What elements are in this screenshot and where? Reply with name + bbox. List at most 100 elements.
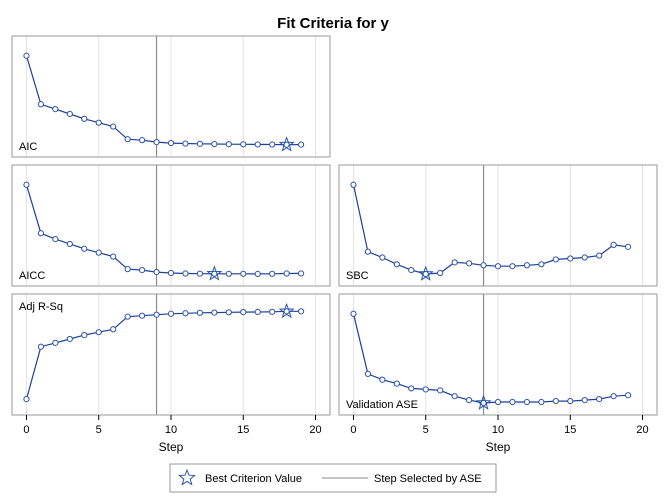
data-point-aic-2 <box>52 106 59 113</box>
data-point-aic-15 <box>240 141 247 148</box>
data-point-adj-r-sq-10 <box>167 310 175 317</box>
data-point-adj-r-sq-5 <box>95 329 102 336</box>
x-axis-label-left: Step <box>159 440 184 454</box>
panel-label-adj-r-sq: Adj R-Sq <box>19 301 63 313</box>
data-point-sbc-11 <box>509 263 516 270</box>
data-point-sbc-8 <box>465 260 473 267</box>
data-point-aicc-18 <box>283 270 290 277</box>
data-point-sbc-15 <box>567 255 574 262</box>
panel-label-aic: AIC <box>19 141 37 153</box>
panel-validation-ase: Validation ASE <box>338 293 658 416</box>
data-point-aic-8 <box>138 137 146 144</box>
data-point-adj-r-sq-19 <box>297 308 305 315</box>
data-point-aic-3 <box>66 110 73 118</box>
legend: Best Criterion Value Step Selected by AS… <box>169 463 497 493</box>
data-point-aic-0 <box>23 52 30 59</box>
data-point-aicc-0 <box>23 181 30 188</box>
data-point-validation-ase-2 <box>379 376 386 383</box>
data-point-validation-ase-12 <box>523 398 531 406</box>
data-point-aicc-17 <box>269 270 276 277</box>
data-point-sbc-9 <box>480 262 487 269</box>
series-line-aicc <box>25 184 302 275</box>
data-point-validation-ase-8 <box>465 396 473 404</box>
panel-label-aicc: AICC <box>19 270 45 282</box>
data-point-validation-ase-3 <box>393 380 400 387</box>
data-point-aic-18 <box>283 141 290 148</box>
data-point-sbc-18 <box>610 241 617 248</box>
data-point-validation-ase-15 <box>567 397 574 405</box>
data-point-validation-ase-17 <box>596 396 603 403</box>
x-axis-label-right: Step <box>486 440 511 454</box>
data-point-adj-r-sq-3 <box>66 335 73 343</box>
panel-frame-aicc <box>11 164 331 287</box>
panel-frame-sbc <box>338 164 658 287</box>
data-point-sbc-16 <box>581 254 588 261</box>
x-tick-label-right-15: 15 <box>564 424 576 436</box>
data-point-aicc-13 <box>211 270 218 277</box>
best-star-sbc <box>417 265 434 281</box>
data-point-sbc-4 <box>408 267 415 274</box>
data-point-aicc-1 <box>37 230 45 237</box>
data-point-aic-6 <box>110 123 117 130</box>
data-point-aicc-10 <box>167 269 175 277</box>
data-point-sbc-17 <box>596 252 603 259</box>
data-point-aicc-11 <box>182 270 189 277</box>
data-point-aicc-7 <box>124 266 131 273</box>
data-point-sbc-3 <box>393 261 400 268</box>
series-line-validation-ase <box>352 313 629 404</box>
legend-best-star-icon <box>178 468 196 486</box>
data-point-sbc-5 <box>422 270 429 278</box>
data-point-adj-r-sq-4 <box>81 332 88 339</box>
data-point-validation-ase-1 <box>364 370 372 377</box>
data-point-adj-r-sq-7 <box>124 313 131 320</box>
data-point-adj-r-sq-0 <box>23 396 30 403</box>
data-point-aicc-6 <box>110 253 117 260</box>
panel-label-sbc: SBC <box>346 270 369 282</box>
chart-title: Fit Criteria for y <box>277 15 389 32</box>
data-point-adj-r-sq-9 <box>153 311 160 318</box>
data-point-adj-r-sq-1 <box>37 343 45 350</box>
data-point-sbc-10 <box>494 263 502 270</box>
data-point-adj-r-sq-11 <box>182 310 189 317</box>
panel-frame-aic <box>11 35 331 158</box>
data-point-aicc-19 <box>297 270 305 277</box>
data-point-adj-r-sq-12 <box>196 309 204 316</box>
data-point-validation-ase-13 <box>538 398 545 406</box>
panels-group: AIC AICC SBC Adj R-Sq Validation ASE <box>11 35 658 416</box>
data-point-sbc-6 <box>437 269 444 277</box>
data-point-aicc-12 <box>196 270 204 277</box>
panel-aic: AIC <box>11 35 331 158</box>
data-point-adj-r-sq-13 <box>211 309 218 316</box>
data-point-aic-1 <box>37 101 45 108</box>
data-point-aic-12 <box>196 140 204 147</box>
data-point-sbc-13 <box>538 261 545 268</box>
data-point-adj-r-sq-15 <box>240 309 247 316</box>
series-line-adj-r-sq <box>25 310 302 400</box>
x-tick-label-right-5: 5 <box>423 424 429 436</box>
data-point-validation-ase-18 <box>610 393 617 400</box>
x-tick-label-right-20: 20 <box>636 424 648 436</box>
data-point-validation-ase-7 <box>451 393 458 400</box>
data-point-adj-r-sq-17 <box>269 308 276 315</box>
x-tick-label-right-0: 0 <box>350 424 356 436</box>
panel-sbc: SBC <box>338 164 658 287</box>
data-point-aic-10 <box>167 139 175 147</box>
best-star-validation-ase <box>475 394 492 410</box>
series-line-aic <box>25 55 302 146</box>
data-point-aic-14 <box>225 141 232 148</box>
panel-adj-r-sq: Adj R-Sq <box>11 293 331 416</box>
data-point-sbc-0 <box>350 181 357 188</box>
data-point-aic-13 <box>211 140 218 148</box>
data-point-aicc-14 <box>225 270 232 277</box>
best-star-adj-r-sq <box>278 302 295 319</box>
data-point-sbc-7 <box>451 259 458 266</box>
best-star-aic <box>278 136 295 152</box>
data-point-validation-ase-19 <box>624 392 632 399</box>
data-point-aicc-9 <box>153 268 160 276</box>
data-point-aicc-3 <box>66 240 73 248</box>
x-tick-label-left-0: 0 <box>23 424 29 436</box>
legend-best-label: Best Criterion Value <box>205 473 302 485</box>
data-point-aicc-8 <box>138 267 146 274</box>
data-point-aicc-5 <box>95 249 102 256</box>
